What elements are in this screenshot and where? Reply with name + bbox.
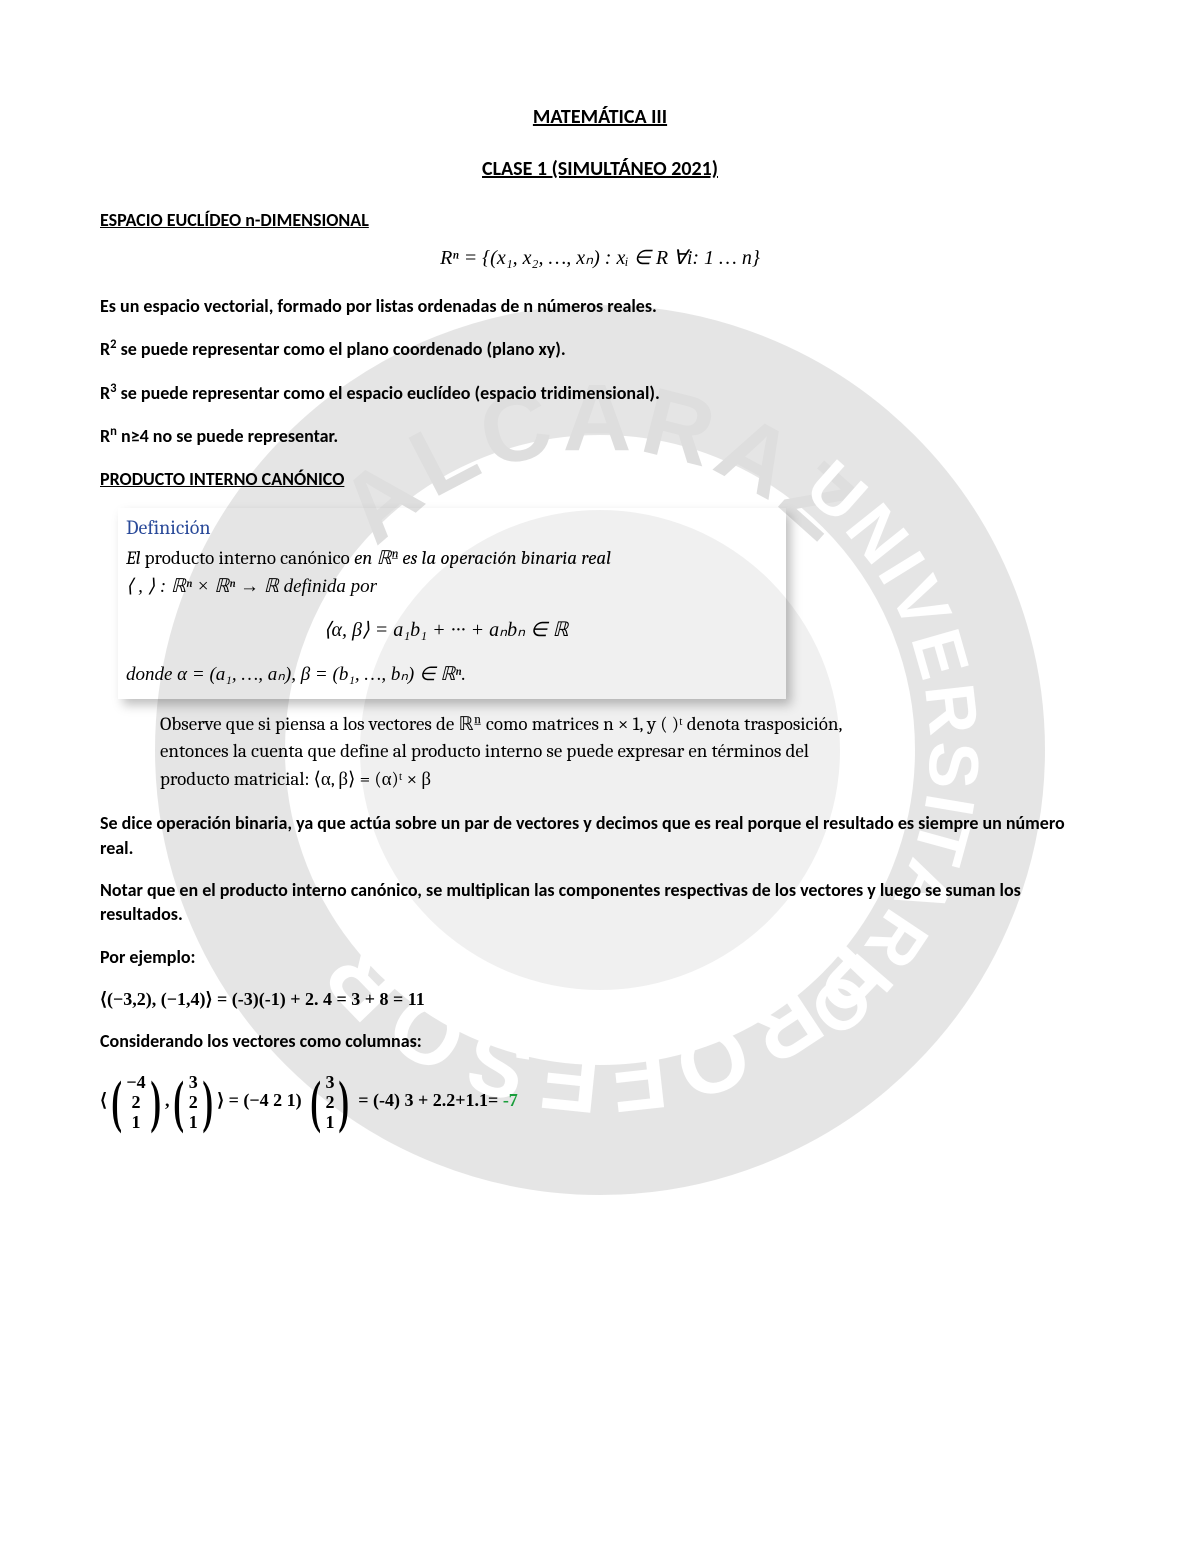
formula-rn: Rⁿ = {(x₁, x₂, …, xₙ) : xᵢ ∈ R ∀i: 1 … n… <box>100 245 1100 270</box>
para-intro: Es un espacio vectorial, formado por lis… <box>100 294 1100 318</box>
para-binaria: Se dice operación binaria, ya que actúa … <box>100 811 1100 860</box>
v3-2: 1 <box>325 1112 334 1132</box>
v2-0: 3 <box>189 1072 198 1092</box>
vector-2: (321) <box>169 1072 217 1132</box>
v1-1: 2 <box>126 1092 145 1112</box>
doc-title-main: MATEMÁTICA III <box>100 105 1100 129</box>
def-line1-b: producto interno canónico <box>145 547 350 569</box>
ejemplo-calc: ⟨(−3,2), (−1,4)⟩ = (-3)(-1) + 2. 4 = 3 +… <box>100 987 1100 1011</box>
ejemplo-label: Por ejemplo: <box>100 945 1100 969</box>
r2-sym: R <box>100 338 110 360</box>
r3-text: se puede representar como el espacio euc… <box>117 382 660 404</box>
def-line2: ⟨ , ⟩ : ℝⁿ × ℝⁿ → ℝ definida por <box>126 576 377 597</box>
v1-2: 1 <box>126 1112 145 1132</box>
def-line3: donde α = (a₁, …, aₙ), β = (b₁, …, bₙ) ∈… <box>126 664 466 685</box>
def-line1-c: en ℝⁿ es la operación binaria real <box>350 547 611 569</box>
rn-text: n≥4 no se puede representar. <box>117 425 338 447</box>
para-notar: Notar que en el producto interno canónic… <box>100 878 1100 927</box>
r2-text: se puede representar como el plano coord… <box>117 338 566 360</box>
definition-title: Definición <box>126 516 766 539</box>
v3-0: 3 <box>325 1072 334 1092</box>
v2-1: 2 <box>189 1092 198 1112</box>
vector-3: (321) <box>306 1072 354 1132</box>
rn-exp: n <box>110 424 117 439</box>
columnas-calc: ⟨(−421),(321)⟩ = (−4 2 1) (321) = (-4) 3… <box>100 1072 1100 1132</box>
heading-producto: PRODUCTO INTERNO CANÓNICO <box>100 468 1100 490</box>
v2-2: 1 <box>189 1112 198 1132</box>
para-rn: Rn n≥4 no se puede representar. <box>100 423 1100 448</box>
def-formula: ⟨α, β⟩ = a₁b₁ + ··· + aₙbₙ ∈ ℝ <box>126 616 766 645</box>
para-r2: R2 se puede representar como el plano co… <box>100 336 1100 361</box>
observation-text: Observe que si piensa a los vectores de … <box>160 711 860 794</box>
para-r3: R3 se puede representar como el espacio … <box>100 380 1100 405</box>
heading-espacio: ESPACIO EUCLÍDEO n-DIMENSIONAL <box>100 209 1100 231</box>
def-line1-a: El <box>126 547 145 569</box>
v3-1: 2 <box>325 1092 334 1112</box>
calc-result: -7 <box>503 1090 518 1110</box>
r3-sym: R <box>100 382 110 404</box>
row-matrix: (−4 2 1) <box>243 1090 301 1110</box>
vector-1: (−421) <box>107 1072 165 1132</box>
calc-tail: = (-4) 3 + 2.2+1.1= <box>354 1090 503 1110</box>
rn-sym: R <box>100 425 110 447</box>
v1-0: −4 <box>126 1072 145 1092</box>
definition-box: Definición El producto interno canónico … <box>118 508 786 699</box>
columnas-label: Considerando los vectores como columnas: <box>100 1029 1100 1053</box>
doc-title-sub: CLASE 1 (SIMULTÁNEO 2021) <box>100 157 1100 181</box>
